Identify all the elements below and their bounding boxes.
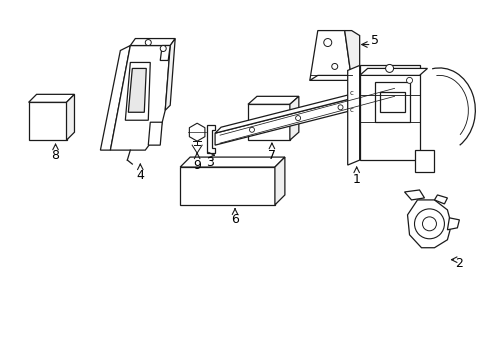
Polygon shape xyxy=(100,45,130,150)
Circle shape xyxy=(323,39,331,46)
Text: c: c xyxy=(349,90,353,96)
Circle shape xyxy=(145,40,151,45)
Polygon shape xyxy=(379,92,404,112)
Circle shape xyxy=(331,63,337,69)
Polygon shape xyxy=(189,123,204,141)
Circle shape xyxy=(385,64,393,72)
Polygon shape xyxy=(309,75,359,80)
Polygon shape xyxy=(165,39,175,110)
Polygon shape xyxy=(407,200,450,248)
Polygon shape xyxy=(110,45,170,150)
Polygon shape xyxy=(160,45,170,60)
Polygon shape xyxy=(215,86,399,145)
Polygon shape xyxy=(148,122,162,145)
Circle shape xyxy=(406,77,412,84)
Polygon shape xyxy=(404,190,424,200)
Text: 2: 2 xyxy=(454,257,462,270)
Polygon shape xyxy=(247,104,289,140)
Circle shape xyxy=(414,209,444,239)
Polygon shape xyxy=(447,218,458,230)
Text: 1: 1 xyxy=(352,172,360,185)
Text: 6: 6 xyxy=(231,213,239,226)
Polygon shape xyxy=(347,66,359,165)
Polygon shape xyxy=(29,94,74,102)
Text: c: c xyxy=(349,107,353,113)
Polygon shape xyxy=(374,82,408,122)
Circle shape xyxy=(160,45,166,51)
Text: 4: 4 xyxy=(136,168,144,181)
Polygon shape xyxy=(130,39,175,45)
Polygon shape xyxy=(359,66,419,160)
Polygon shape xyxy=(309,31,351,80)
Polygon shape xyxy=(433,195,447,204)
Circle shape xyxy=(422,217,436,231)
Polygon shape xyxy=(207,125,215,153)
Polygon shape xyxy=(344,31,359,80)
Polygon shape xyxy=(289,96,298,140)
Polygon shape xyxy=(274,157,285,205)
Text: 3: 3 xyxy=(206,156,214,168)
Polygon shape xyxy=(29,102,66,140)
Text: 5: 5 xyxy=(370,34,378,47)
Text: 8: 8 xyxy=(51,149,60,162)
Text: 7: 7 xyxy=(267,149,275,162)
Polygon shape xyxy=(359,68,427,75)
Text: 9: 9 xyxy=(193,158,201,172)
Polygon shape xyxy=(215,80,405,133)
Polygon shape xyxy=(414,150,433,172)
Polygon shape xyxy=(66,94,74,140)
Polygon shape xyxy=(180,157,285,167)
Polygon shape xyxy=(247,96,298,104)
Polygon shape xyxy=(128,68,146,112)
Polygon shape xyxy=(180,167,274,205)
Polygon shape xyxy=(399,81,407,103)
Polygon shape xyxy=(125,62,150,120)
